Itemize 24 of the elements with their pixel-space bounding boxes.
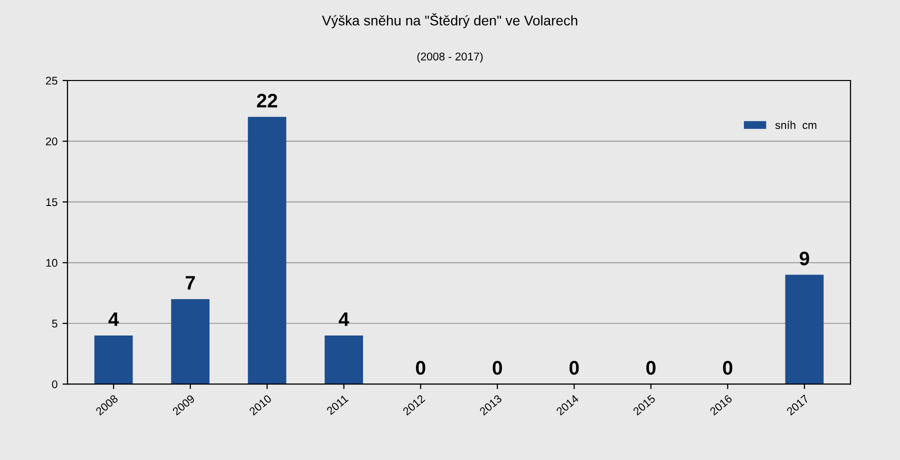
bar xyxy=(785,274,824,384)
data-label: 0 xyxy=(492,360,502,375)
y-tick-label: 10 xyxy=(46,258,58,267)
y-tick-label: 20 xyxy=(46,137,58,146)
bar xyxy=(171,299,210,384)
chart-title: Výška sněhu na "Štědrý den" ve Volarech xyxy=(322,13,578,28)
bar xyxy=(324,336,364,384)
y-tick-label: 5 xyxy=(52,320,58,328)
data-label: 22 xyxy=(256,94,278,108)
data-label: 4 xyxy=(338,312,350,326)
data-label: 0 xyxy=(646,360,656,375)
y-tick-label: 0 xyxy=(52,380,58,388)
chart-subtitle: (2008 - 2017) xyxy=(417,52,483,63)
y-tick-label: 25 xyxy=(46,76,58,85)
data-label: 4 xyxy=(108,312,119,326)
bar xyxy=(248,116,286,384)
bar xyxy=(94,336,133,384)
legend-label: sníh cm xyxy=(775,120,816,130)
data-label: 0 xyxy=(723,360,732,375)
y-tick-label: 15 xyxy=(46,198,58,206)
data-label: 0 xyxy=(416,360,426,375)
data-label: 0 xyxy=(570,360,579,375)
data-label: 7 xyxy=(186,276,195,290)
data-label: 9 xyxy=(800,252,810,266)
